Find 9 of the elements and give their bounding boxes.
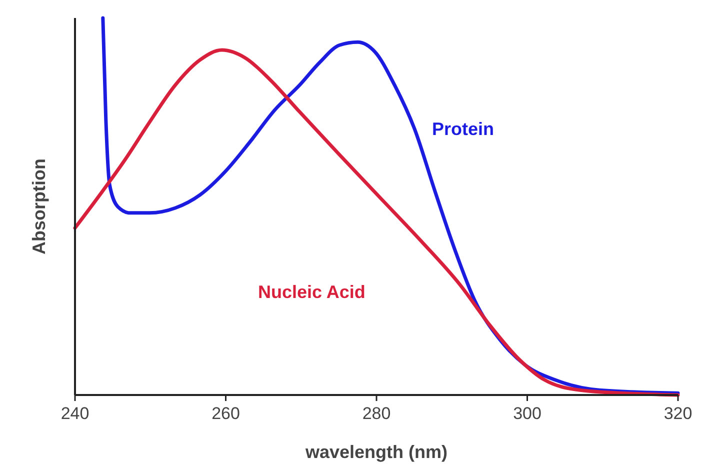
text: Nucleic Acid [258, 282, 366, 302]
series-label: Protein [432, 119, 494, 139]
x-axis-title: wavelength (nm) [304, 442, 448, 462]
x-tick-label: 240 [60, 404, 90, 423]
x-tick-label: 280 [362, 404, 391, 423]
x-tick-label: 260 [212, 404, 240, 423]
x-tick-label: 320 [664, 404, 692, 423]
y-axis-title: Absorption [29, 158, 49, 254]
x-tick-label: 300 [513, 404, 542, 423]
